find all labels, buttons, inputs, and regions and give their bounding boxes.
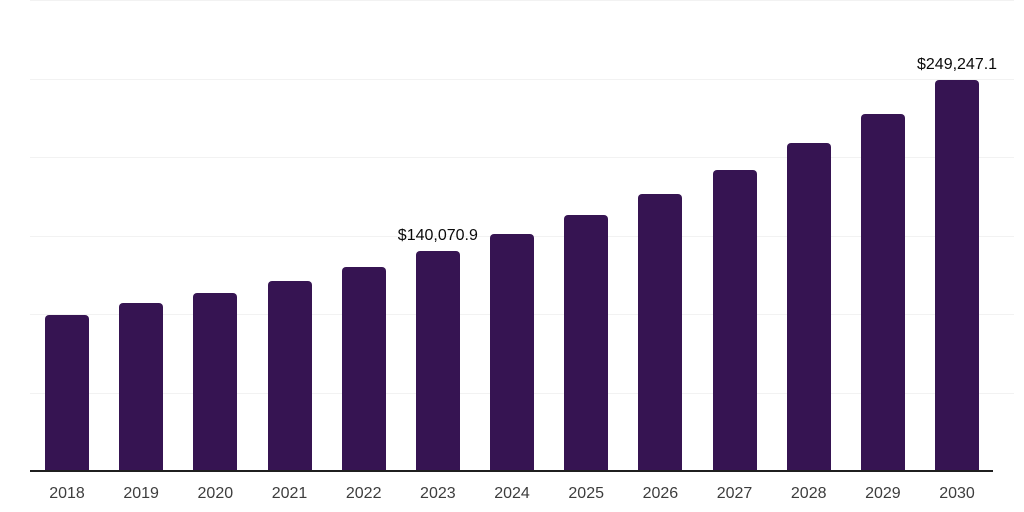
x-tick-2024: 2024 [494, 485, 530, 502]
x-tick-2023: 2023 [420, 485, 456, 502]
bar-2028 [786, 143, 831, 471]
bar-2029 [860, 113, 905, 471]
x-tick-2019: 2019 [123, 485, 159, 502]
x-tick-2025: 2025 [568, 485, 604, 502]
x-tick-2030: 2030 [939, 485, 975, 502]
bar-2023 [415, 251, 460, 471]
bar-2025 [564, 215, 609, 471]
data-label-2030: $249,247.1 [916, 55, 998, 73]
bar-2022 [341, 267, 386, 471]
bar-2019 [119, 303, 164, 471]
x-tick-2029: 2029 [865, 485, 901, 502]
data-label-2023: $140,070.9 [397, 227, 478, 245]
x-tick-2022: 2022 [345, 485, 382, 502]
x-tick-2026: 2026 [642, 485, 679, 502]
plot-area: $140,070.9 $249,247.1 [30, 0, 1014, 471]
bar-2027 [712, 170, 757, 471]
gridline-300000 [30, 0, 1014, 1]
x-tick-2021: 2021 [271, 485, 308, 502]
gridline-200000 [30, 157, 1014, 158]
x-tick-2028: 2028 [790, 485, 827, 502]
x-tick-2027: 2027 [716, 485, 753, 502]
bar-2021 [267, 281, 312, 471]
gridline-250000 [30, 78, 1014, 80]
bar-2026 [638, 194, 683, 471]
bar-2020 [193, 292, 238, 471]
bar-2030 [935, 79, 980, 471]
x-axis-line [30, 470, 993, 472]
x-tick-2018: 2018 [49, 485, 85, 502]
bar-2018 [45, 314, 89, 471]
x-tick-2020: 2020 [197, 485, 234, 502]
bar-2024 [490, 233, 535, 471]
